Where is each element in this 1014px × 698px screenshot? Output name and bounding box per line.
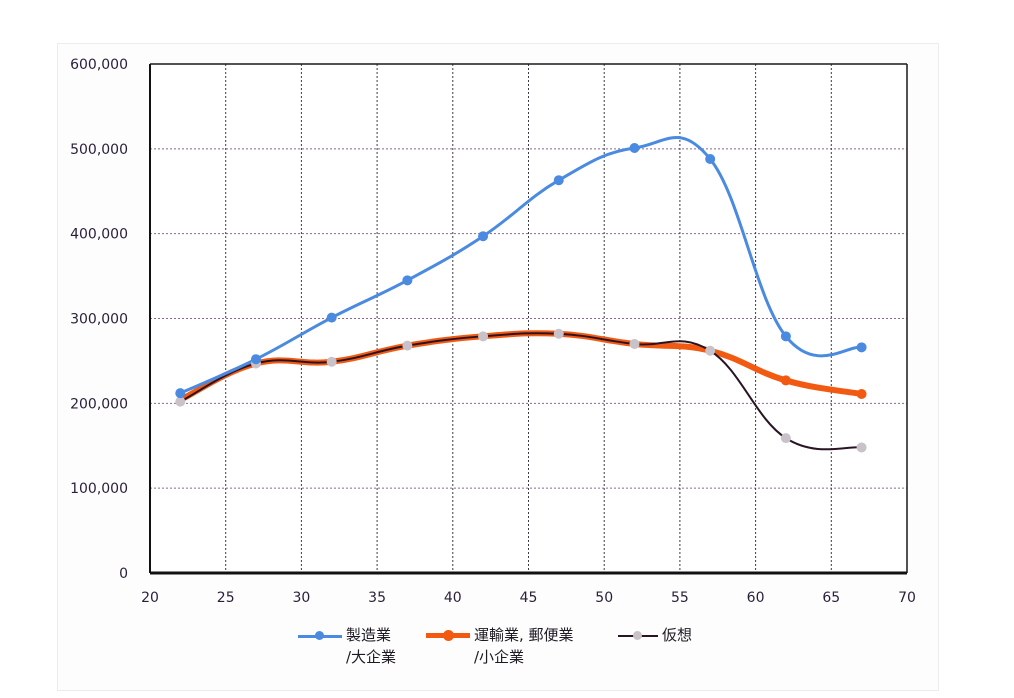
series-1-point: [250, 354, 261, 365]
y-tick-label: 300,000: [70, 312, 128, 328]
legend-label-series-1-line2: /大企業: [346, 648, 397, 666]
series-1-point: [780, 331, 791, 342]
y-tick-label: 100,000: [70, 481, 128, 497]
legend-label-series-2: 運輸業, 郵便業: [474, 626, 574, 644]
series-1-point: [856, 342, 867, 353]
series-1-point: [705, 154, 716, 165]
series-2-point: [780, 375, 791, 386]
legend-label-series-1: 製造業: [346, 626, 392, 644]
axes: [149, 63, 908, 575]
legend-marker-series-1: [315, 631, 324, 640]
series-3-point: [553, 328, 564, 339]
series-layer: [175, 136, 867, 453]
legend-label-series-2-line2: /小企業: [474, 648, 525, 666]
series-1-point: [175, 388, 186, 399]
series-1-point: [402, 275, 413, 286]
x-tick-label: 30: [292, 590, 310, 606]
series-3-point: [402, 340, 413, 351]
y-tick-label: 500,000: [70, 142, 128, 158]
x-tick-label: 35: [368, 590, 386, 606]
legend-label-series-3: 仮想: [662, 626, 693, 644]
x-tick-label: 60: [747, 590, 765, 606]
series-3-point: [326, 356, 337, 367]
y-tick-label: 600,000: [70, 57, 128, 73]
series-3-point: [856, 442, 867, 453]
series-1-point: [478, 231, 489, 242]
series-3-point: [629, 338, 640, 349]
series-line-1: [179, 136, 862, 395]
x-tick-label: 20: [141, 590, 159, 606]
series-3-point: [175, 396, 186, 407]
series-3-point: [478, 331, 489, 342]
y-tick-label: 200,000: [70, 396, 128, 412]
legend-marker-series-3: [633, 631, 642, 640]
series-1-point: [326, 312, 337, 323]
x-tick-label: 50: [595, 590, 613, 606]
x-tick-label: 55: [671, 590, 689, 606]
x-tick-label: 45: [520, 590, 538, 606]
y-tick-label: 0: [119, 566, 128, 582]
series-3-point: [780, 433, 791, 444]
legend: 製造業 /大企業 運輸業, 郵便業 /小企業 仮想: [0, 624, 1014, 672]
y-axis-ticks: 0 100,000 200,000 300,000 400,000 500,000 600,…: [70, 57, 128, 582]
series-1-point: [553, 175, 564, 186]
y-tick-label: 400,000: [70, 227, 128, 243]
series-1-point: [629, 142, 640, 153]
x-axis-ticks: 20 25 30 35 40 45 50 55 60 65 70: [141, 590, 916, 606]
x-tick-label: 70: [898, 590, 916, 606]
legend-marker-series-2: [443, 630, 454, 641]
series-line-3: [179, 332, 862, 451]
x-tick-label: 25: [217, 590, 235, 606]
x-tick-label: 65: [822, 590, 840, 606]
grid: [150, 63, 908, 573]
series-2-point: [856, 389, 867, 400]
series-3-point: [705, 345, 716, 356]
x-tick-label: 40: [444, 590, 462, 606]
